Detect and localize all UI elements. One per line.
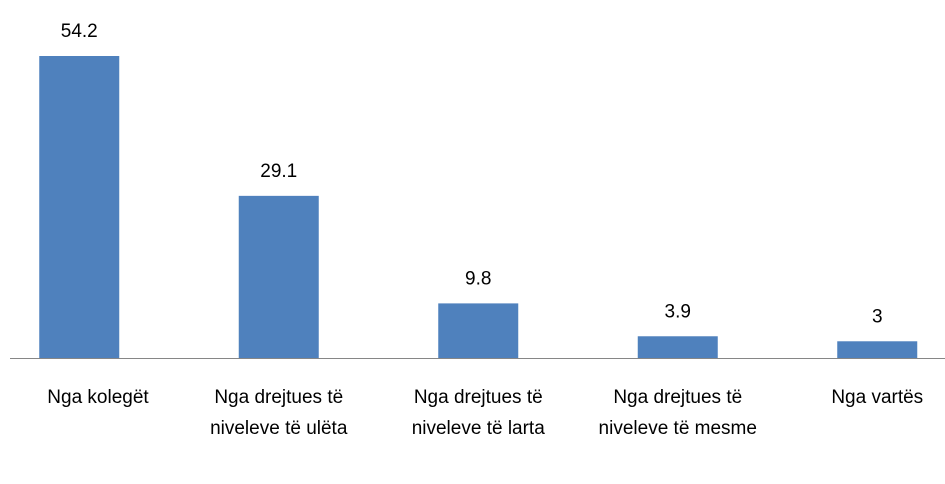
x-tick-label: Nga drejtues të niveleve të ulëta (210, 387, 348, 439)
x-tick-label: Nga drejtues të niveleve të mesme (598, 387, 757, 439)
x-tick-label: Nga vartës (831, 387, 924, 408)
value-label: 29.1 (260, 161, 297, 182)
value-label: 54.2 (61, 21, 98, 42)
bar (637, 336, 718, 358)
value-label: 3.9 (665, 301, 691, 322)
x-tick-label: Nga drejtues të niveleve të larta (411, 387, 545, 439)
bar (39, 56, 120, 358)
bar (438, 303, 519, 358)
value-label: 3 (872, 306, 883, 327)
bar (837, 341, 918, 358)
bar (238, 195, 319, 358)
value-label: 9.8 (465, 268, 491, 289)
x-tick-label: Nga kolegët (47, 387, 149, 408)
